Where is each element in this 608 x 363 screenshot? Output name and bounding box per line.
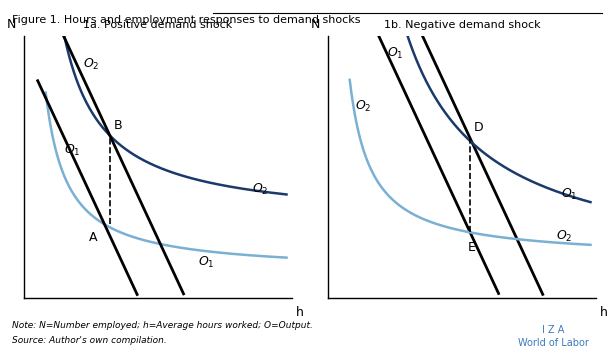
Text: I Z A
World of Labor: I Z A World of Labor [518, 325, 589, 348]
Text: N: N [310, 18, 320, 31]
Text: N: N [6, 18, 16, 31]
Text: A: A [89, 231, 98, 244]
Text: h: h [600, 306, 608, 318]
Title: 1a. Positive demand shock: 1a. Positive demand shock [83, 20, 233, 30]
Text: $O_1$: $O_1$ [198, 255, 215, 270]
Text: $O_2$: $O_2$ [355, 98, 371, 114]
Text: Source: Author's own compilation.: Source: Author's own compilation. [12, 336, 167, 345]
Text: B: B [114, 119, 123, 132]
Text: $O_2$: $O_2$ [83, 57, 100, 72]
Title: 1b. Negative demand shock: 1b. Negative demand shock [384, 20, 541, 30]
Text: Note: N=Number employed; h=Average hours worked; O=Output.: Note: N=Number employed; h=Average hours… [12, 321, 313, 330]
Text: h: h [296, 306, 304, 318]
Text: Figure 1. Hours and employment responses to demand shocks: Figure 1. Hours and employment responses… [12, 15, 361, 25]
Text: $O_2$: $O_2$ [556, 229, 572, 244]
Text: $O_1$: $O_1$ [64, 143, 81, 158]
Text: D: D [474, 121, 484, 134]
Text: $O_1$: $O_1$ [387, 46, 404, 61]
Text: E: E [468, 241, 475, 254]
Text: $O_2$: $O_2$ [252, 182, 268, 197]
Text: $O_1$: $O_1$ [561, 187, 578, 203]
